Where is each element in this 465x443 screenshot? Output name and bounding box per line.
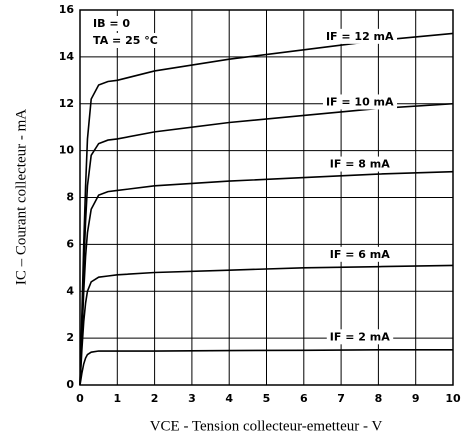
- series-line: [79, 170, 454, 386]
- y-tick-label: 2: [66, 331, 74, 344]
- series-line: [79, 102, 454, 386]
- series-line: [79, 349, 453, 386]
- label-background: [326, 329, 394, 345]
- y-tick-label: 12: [59, 97, 74, 110]
- annotation-background: [91, 16, 133, 31]
- x-tick-label: 0: [76, 392, 84, 405]
- series-line: [79, 264, 454, 386]
- series-label: IF = 6 mA: [330, 248, 390, 261]
- series-line: [79, 32, 454, 386]
- x-tick-label: 4: [225, 392, 233, 405]
- label-background: [326, 156, 394, 172]
- x-axis-label: VCE - Tension collecteur-emetteur - V: [150, 418, 383, 434]
- x-tick-label: 1: [113, 392, 121, 405]
- x-tick-label: 8: [375, 392, 383, 405]
- x-tick-label: 5: [263, 392, 271, 405]
- x-tick-label: 2: [151, 392, 159, 405]
- y-tick-label: 4: [66, 284, 74, 297]
- plot-frame: [79, 9, 454, 386]
- x-tick-label: 10: [445, 392, 461, 405]
- annotation: TA = 25 °C: [93, 34, 158, 47]
- x-tick-label: 3: [188, 392, 196, 405]
- annotation: IB = 0: [93, 17, 130, 30]
- x-tick-label: 6: [300, 392, 308, 405]
- label-background: [322, 28, 398, 44]
- y-tick-label: 10: [59, 144, 75, 157]
- y-tick-label: 6: [66, 237, 74, 250]
- series-label: IF = 8 mA: [330, 158, 390, 171]
- series-label: IF = 10 mA: [326, 95, 394, 108]
- annotation-background: [91, 33, 160, 48]
- x-tick-label: 7: [337, 392, 345, 405]
- y-tick-label: 14: [59, 50, 75, 63]
- y-tick-label: 0: [66, 378, 74, 391]
- series-label: IF = 2 mA: [330, 330, 390, 343]
- y-axis-label: IC – Courant collecteur - mA: [13, 109, 29, 285]
- series-label: IF = 12 mA: [326, 30, 394, 43]
- y-tick-label: 16: [59, 3, 75, 16]
- y-tick-label: 8: [66, 191, 74, 204]
- label-background: [326, 246, 394, 262]
- x-tick-label: 9: [412, 392, 420, 405]
- label-background: [322, 94, 398, 110]
